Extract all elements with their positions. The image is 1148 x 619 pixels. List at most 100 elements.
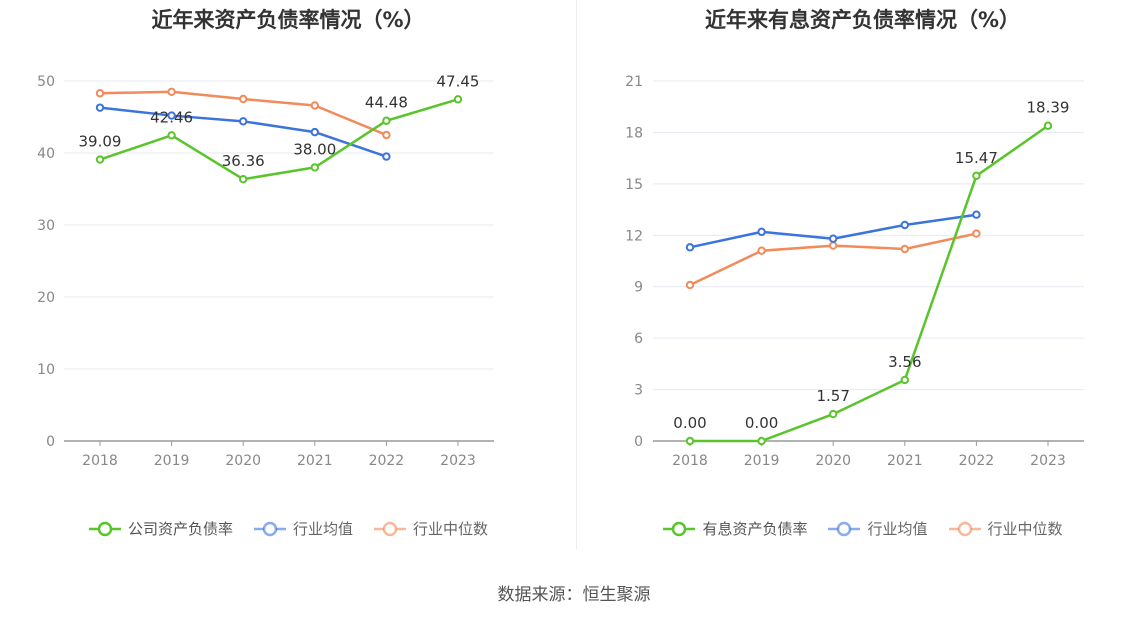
data-point-industry_avg[interactable] (95, 103, 105, 112)
x-tick-label: 2019 (154, 453, 190, 469)
data-point-industry_median[interactable] (310, 101, 319, 110)
x-tick-label: 2023 (440, 453, 476, 469)
interest-debt-ratio-chart: 0 3 6 9 12 15 18 21 2018 2019 2020 2021 2022 2023 0.00… (625, 74, 1084, 469)
legend-label: 有息资产负债率 (702, 520, 808, 538)
data-label: 1.57 (816, 387, 849, 405)
data-label: 47.45 (437, 72, 480, 90)
y-tick-label: 40 (37, 146, 55, 162)
y-tick-label: 0 (634, 434, 643, 450)
x-tick-label: 2022 (959, 453, 995, 469)
data-point-company[interactable] (685, 436, 695, 446)
legend-label: 行业中位数 (987, 520, 1063, 538)
chart-legend: 有息资产负债率 行业均值 行业中位数 (577, 518, 1148, 539)
interest-debt-ratio-panel: 近年来有息资产负债率情况（%） 0 3 6 9 12 15 18 21 2018 2019 2020… (577, 0, 1148, 560)
data-point-industry_median[interactable] (972, 229, 981, 238)
legend-label: 行业均值 (867, 520, 928, 538)
y-tick-label: 6 (634, 331, 643, 347)
data-label: 36.36 (222, 152, 265, 170)
y-tick-label: 3 (634, 383, 643, 399)
data-point-industry_avg[interactable] (310, 127, 319, 137)
y-tick-label: 18 (625, 125, 643, 141)
data-point-industry_avg[interactable] (239, 117, 248, 126)
panel-divider (576, 0, 577, 550)
legend-label: 行业中位数 (413, 520, 489, 538)
x-tick-label: 2021 (297, 453, 333, 469)
data-point-industry_median[interactable] (382, 130, 391, 140)
data-label: 42.46 (150, 108, 193, 126)
legend-marker-icon (88, 521, 121, 536)
legend-item-industry_avg[interactable]: 行业均值 (827, 518, 928, 539)
data-label: 15.47 (955, 149, 998, 167)
x-tick-label: 2023 (1030, 453, 1066, 469)
y-tick-label: 9 (634, 280, 643, 296)
data-point-company[interactable] (95, 155, 105, 164)
y-tick-label: 50 (37, 74, 55, 90)
data-label: 44.48 (365, 94, 408, 112)
data-point-company[interactable] (1043, 121, 1053, 130)
y-tick-label: 21 (625, 74, 643, 90)
series-line-company (99, 98, 459, 181)
data-point-industry_median[interactable] (239, 94, 248, 104)
data-point-company[interactable] (239, 175, 248, 184)
legend-marker-icon (948, 521, 981, 536)
data-label: 18.39 (1027, 99, 1070, 117)
data-point-company[interactable] (310, 163, 319, 172)
data-point-industry_avg[interactable] (972, 210, 981, 219)
debt-ratio-chart: 0 10 20 30 40 50 2018 2019 2020 2021 2022 2023 39.09… (37, 72, 494, 469)
data-point-company[interactable] (972, 171, 981, 181)
debt-ratio-panel: 近年来资产负债率情况（%） 0 10 20 30 40 50 2018 2019 2020 202… (0, 0, 576, 560)
legend-marker-icon (828, 521, 861, 536)
legend-item-industry_median[interactable]: 行业中位数 (948, 518, 1063, 539)
y-tick-label: 20 (37, 290, 55, 306)
data-point-company[interactable] (167, 131, 176, 140)
legend-marker-icon (253, 521, 286, 536)
legend-item-industry_avg[interactable]: 行业均值 (253, 518, 353, 539)
legend-item-industry_median[interactable]: 行业中位数 (373, 518, 488, 539)
legend-marker-icon (374, 521, 406, 536)
y-tick-label: 10 (37, 362, 55, 378)
data-label: 38.00 (293, 140, 336, 158)
data-point-company[interactable] (453, 95, 463, 104)
data-label: 0.00 (745, 414, 778, 432)
data-label: 3.56 (888, 353, 921, 371)
chart-legend: 公司资产负债率 行业均值 行业中位数 (0, 518, 576, 539)
chart-title: 近年来有息资产负债率情况（%） (704, 8, 1021, 32)
x-tick-label: 2021 (887, 453, 923, 469)
x-tick-label: 2018 (672, 453, 708, 469)
x-tick-label: 2020 (815, 453, 851, 469)
data-point-industry_avg[interactable] (382, 152, 391, 161)
data-point-industry_avg[interactable] (829, 234, 838, 243)
data-point-industry_avg[interactable] (757, 227, 766, 237)
data-point-company[interactable] (382, 116, 391, 125)
y-tick-label: 12 (625, 228, 643, 244)
data-point-industry_median[interactable] (95, 89, 105, 98)
data-point-industry_median[interactable] (829, 241, 838, 250)
data-label: 0.00 (673, 414, 706, 432)
series-line-company (690, 124, 1049, 443)
data-point-industry_median[interactable] (167, 87, 176, 97)
data-point-industry_median[interactable] (900, 244, 909, 254)
y-tick-label: 0 (46, 434, 55, 450)
data-point-industry_median[interactable] (757, 246, 766, 255)
data-label: 39.09 (79, 133, 122, 151)
data-point-company[interactable] (829, 409, 838, 419)
y-tick-label: 30 (37, 218, 55, 234)
x-tick-label: 2018 (82, 453, 118, 469)
data-point-company[interactable] (757, 436, 766, 446)
legend-item-company[interactable]: 公司资产负债率 (88, 518, 233, 539)
y-tick-label: 15 (625, 177, 643, 193)
data-source-note: 数据来源：恒生聚源 (497, 585, 651, 605)
data-point-company[interactable] (900, 375, 909, 385)
x-tick-label: 2019 (744, 453, 780, 469)
data-point-industry_avg[interactable] (900, 220, 909, 230)
legend-label: 行业均值 (292, 520, 353, 538)
x-tick-label: 2022 (369, 453, 405, 469)
legend-item-company[interactable]: 有息资产负债率 (662, 518, 807, 539)
data-point-industry_median[interactable] (685, 280, 695, 290)
chart-title: 近年来资产负债率情况（%） (151, 8, 425, 32)
data-point-industry_avg[interactable] (685, 243, 695, 252)
x-tick-label: 2020 (225, 453, 261, 469)
legend-label: 公司资产负债率 (127, 520, 233, 538)
data-point-industry_avg[interactable] (167, 111, 176, 120)
legend-marker-icon (663, 521, 696, 536)
